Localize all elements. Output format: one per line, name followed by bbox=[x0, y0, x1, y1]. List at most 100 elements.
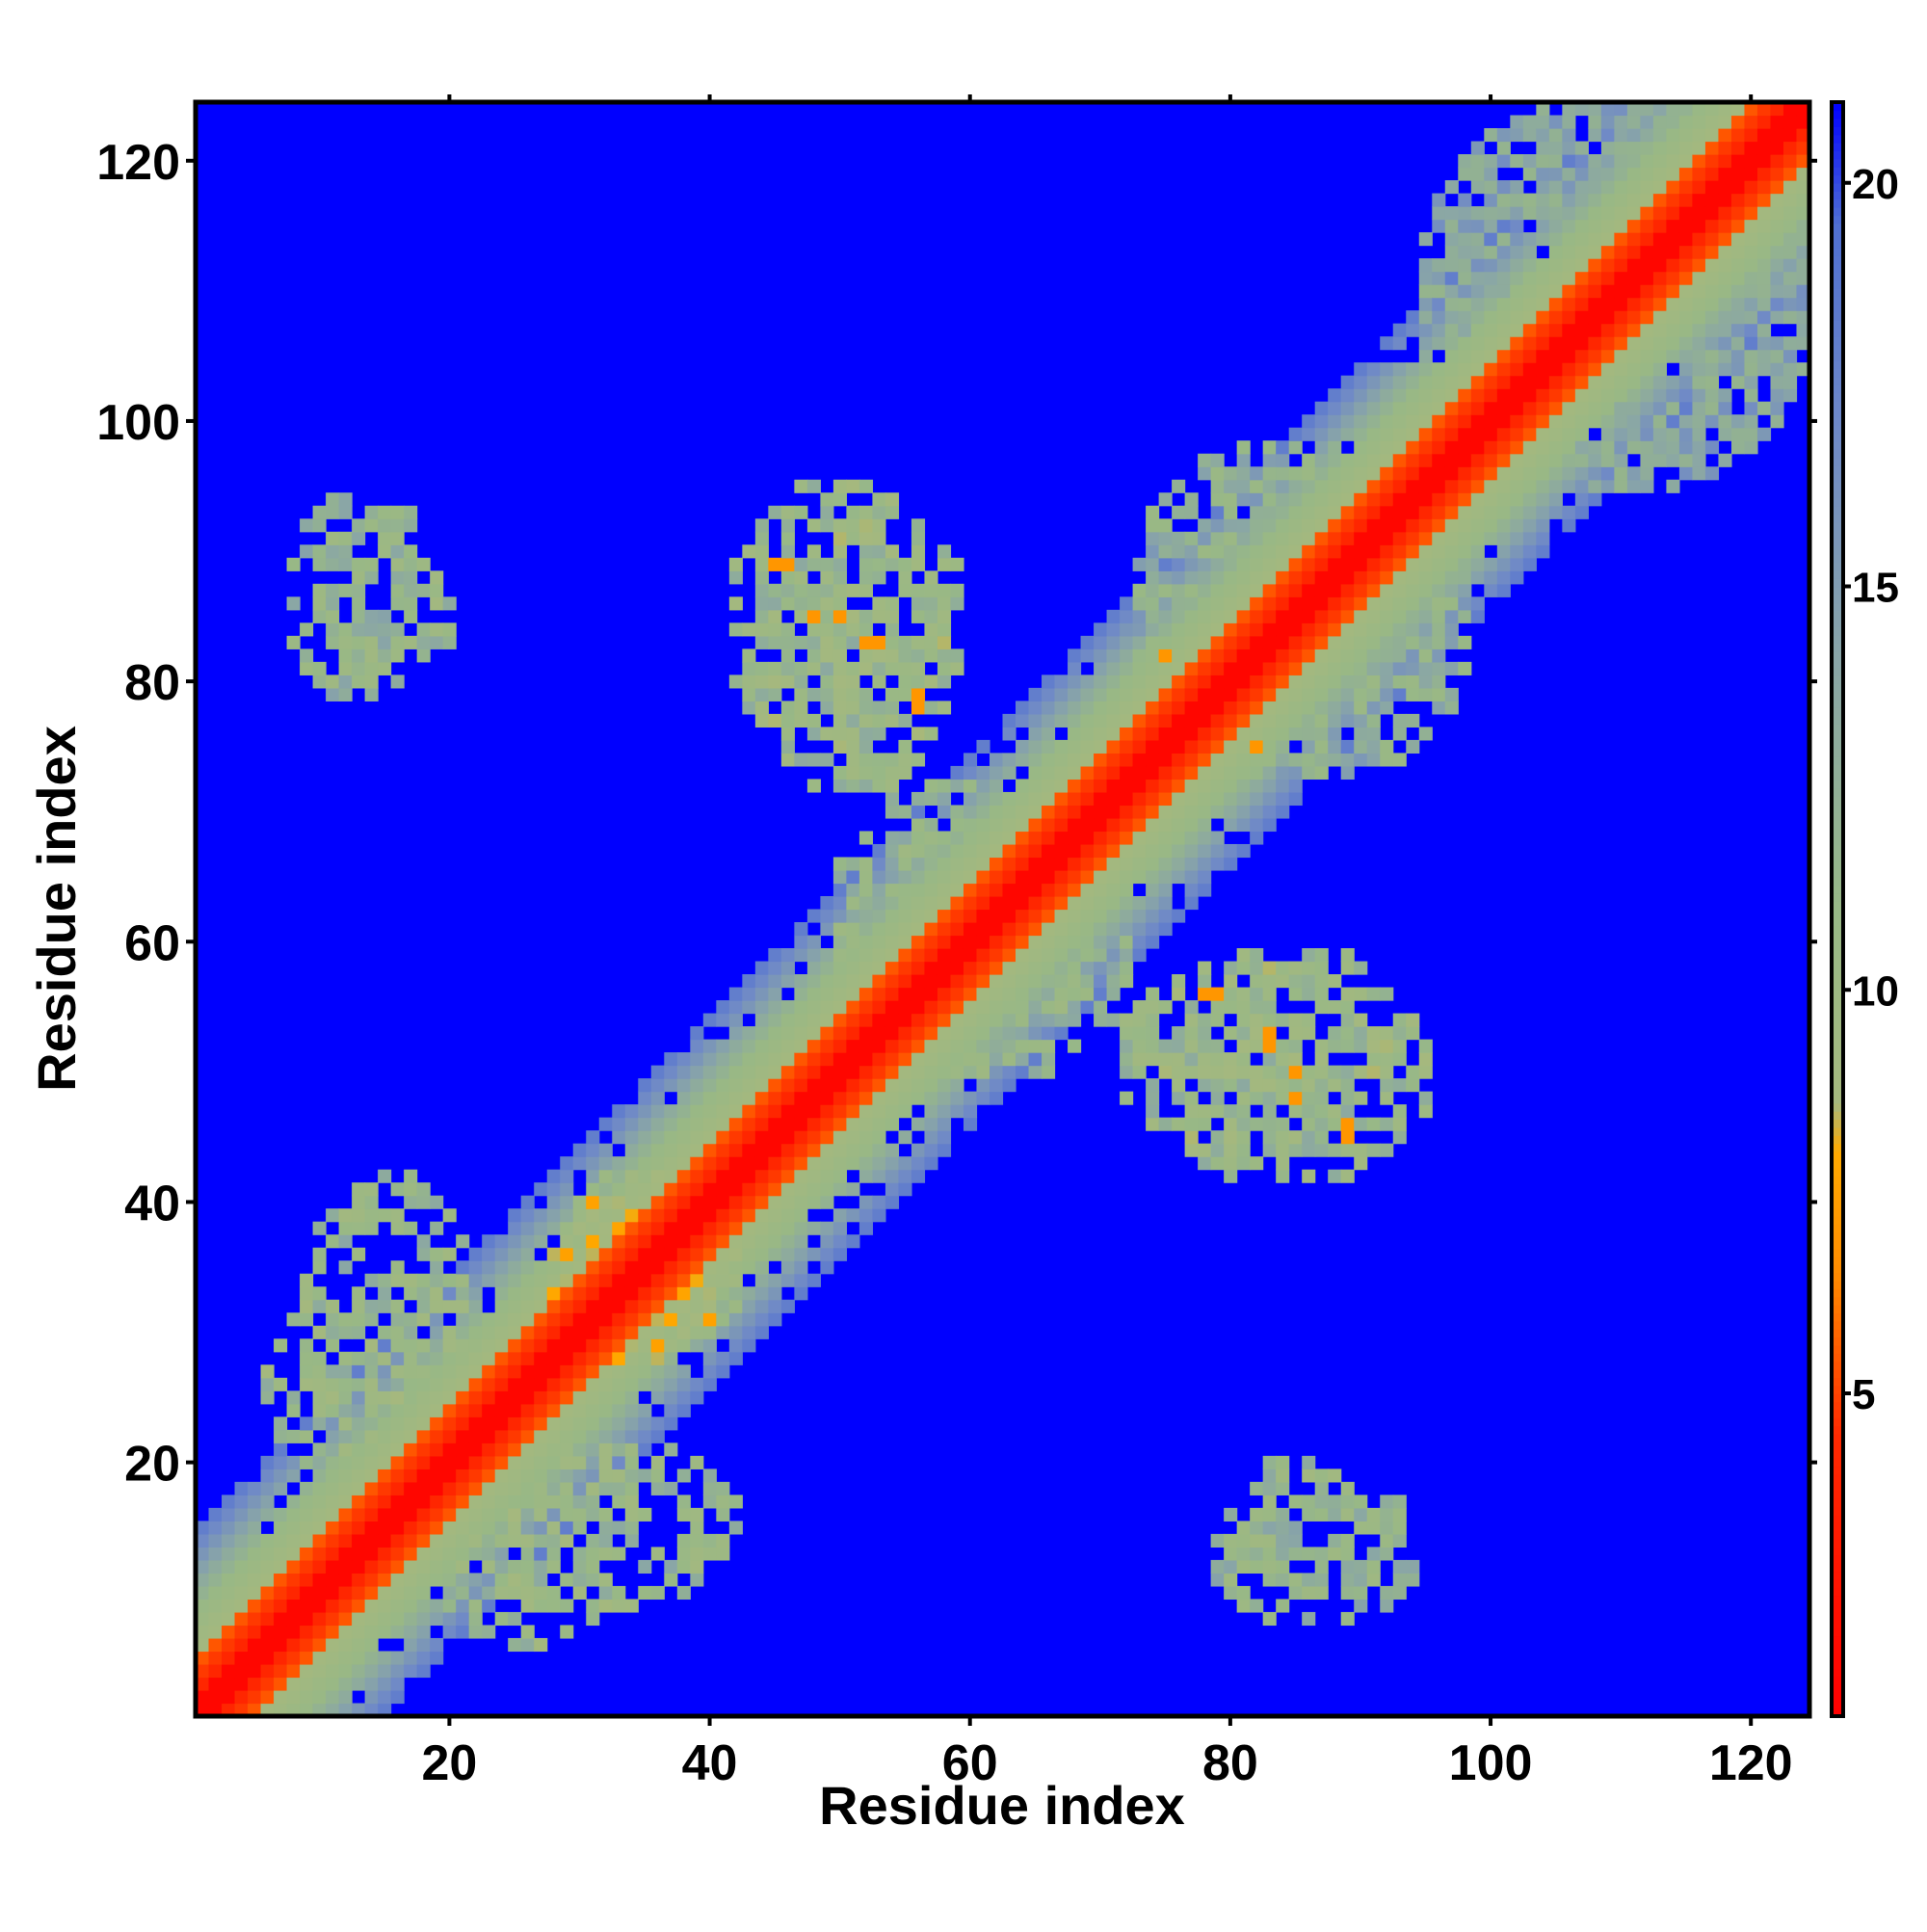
heatmap-cell bbox=[924, 961, 938, 975]
colorbar-segment bbox=[1832, 1183, 1843, 1193]
colorbar-segment bbox=[1832, 1595, 1843, 1604]
heatmap-cell bbox=[468, 1429, 483, 1443]
heatmap-cell bbox=[820, 922, 834, 937]
heatmap-cell bbox=[1470, 180, 1485, 195]
heatmap-cell bbox=[728, 1104, 743, 1119]
heatmap-cell bbox=[898, 1065, 912, 1079]
heatmap-cell bbox=[1600, 362, 1615, 377]
heatmap-cell bbox=[456, 1599, 470, 1613]
heatmap-cell bbox=[1600, 258, 1615, 273]
heatmap-cell bbox=[1314, 492, 1329, 507]
heatmap-cell bbox=[1132, 922, 1147, 937]
heatmap-cell bbox=[1250, 622, 1264, 637]
heatmap-cell bbox=[1354, 648, 1368, 663]
heatmap-cell bbox=[858, 505, 874, 519]
heatmap-cell bbox=[1458, 310, 1472, 325]
heatmap-cell bbox=[300, 1547, 314, 1561]
heatmap-cell bbox=[442, 1469, 457, 1483]
heatmap-cell bbox=[1288, 583, 1303, 597]
heatmap-cell bbox=[650, 1078, 665, 1093]
heatmap-cell bbox=[196, 1637, 210, 1653]
heatmap-cell bbox=[1796, 141, 1810, 155]
heatmap-cell bbox=[664, 1182, 678, 1197]
heatmap-cell bbox=[898, 570, 912, 585]
heatmap-cell bbox=[208, 1663, 223, 1679]
heatmap-cell bbox=[430, 1325, 444, 1339]
heatmap-cell bbox=[364, 1455, 379, 1469]
heatmap-cell bbox=[1574, 271, 1589, 285]
heatmap-cell bbox=[780, 948, 795, 963]
colorbar-segment bbox=[1832, 1045, 1843, 1056]
heatmap-cell bbox=[234, 1507, 249, 1522]
heatmap-cell bbox=[872, 531, 886, 545]
heatmap-cell bbox=[806, 635, 821, 649]
colorbar-segment bbox=[1832, 1522, 1843, 1532]
heatmap-cell bbox=[482, 1442, 496, 1457]
heatmap-cell bbox=[1600, 193, 1615, 207]
heatmap-cell bbox=[456, 1338, 470, 1353]
heatmap-cell bbox=[1692, 362, 1706, 377]
heatmap-cell bbox=[624, 1234, 639, 1249]
heatmap-cell bbox=[1016, 701, 1030, 715]
heatmap-cell bbox=[872, 570, 886, 585]
heatmap-cell bbox=[1146, 1104, 1160, 1119]
heatmap-cell bbox=[950, 596, 964, 611]
heatmap-cell bbox=[1458, 609, 1472, 623]
heatmap-cell bbox=[1666, 206, 1680, 221]
heatmap-cell bbox=[1432, 687, 1446, 701]
heatmap-cell bbox=[1796, 362, 1810, 377]
heatmap-cell bbox=[650, 1325, 665, 1339]
heatmap-cell bbox=[1718, 362, 1732, 377]
heatmap-cell bbox=[1106, 675, 1121, 689]
heatmap-cell bbox=[1458, 427, 1472, 441]
heatmap-cell bbox=[456, 1442, 470, 1457]
heatmap-cell bbox=[442, 1455, 457, 1469]
heatmap-cell bbox=[1704, 362, 1720, 377]
heatmap-cell bbox=[260, 1377, 275, 1391]
heatmap-cell bbox=[520, 1351, 535, 1365]
colorbar-segment bbox=[1832, 594, 1843, 604]
heatmap-cell bbox=[872, 909, 886, 923]
heatmap-cell bbox=[1080, 857, 1095, 871]
heatmap-cell bbox=[1536, 336, 1550, 351]
heatmap-cell bbox=[274, 1469, 288, 1483]
heatmap-cell bbox=[911, 791, 926, 807]
heatmap-cell bbox=[560, 1416, 574, 1431]
heatmap-cell bbox=[520, 1390, 535, 1405]
heatmap-cell bbox=[364, 635, 379, 649]
heatmap-cell bbox=[378, 1377, 392, 1391]
heatmap-cell bbox=[208, 1703, 223, 1717]
heatmap-cell bbox=[937, 675, 952, 689]
heatmap-cell bbox=[924, 987, 938, 1001]
heatmap-cell bbox=[1562, 115, 1576, 129]
heatmap-cell bbox=[1392, 727, 1407, 741]
heatmap-cell bbox=[1418, 557, 1433, 571]
heatmap-cell bbox=[598, 1208, 613, 1223]
heatmap-cell bbox=[872, 883, 886, 897]
heatmap-cell bbox=[872, 779, 886, 793]
heatmap-cell bbox=[1458, 505, 1472, 519]
heatmap-cell bbox=[598, 1585, 613, 1601]
heatmap-cell bbox=[728, 1312, 743, 1327]
heatmap-cell bbox=[1288, 753, 1303, 767]
heatmap-cell bbox=[1522, 375, 1537, 389]
colorbar-segment bbox=[1832, 852, 1843, 862]
heatmap-cell bbox=[274, 1585, 288, 1601]
colorbar-segment bbox=[1832, 658, 1843, 669]
heatmap-cell bbox=[1458, 193, 1472, 207]
heatmap-cell bbox=[260, 1599, 275, 1613]
heatmap-cell bbox=[846, 1130, 860, 1145]
heatmap-cell bbox=[416, 635, 431, 649]
heatmap-cell bbox=[1276, 675, 1290, 689]
heatmap-cell bbox=[286, 1663, 301, 1679]
heatmap-cell bbox=[534, 1637, 548, 1653]
heatmap-cell bbox=[1340, 1507, 1355, 1522]
heatmap-cell bbox=[612, 1403, 626, 1417]
colorbar-segment bbox=[1832, 409, 1843, 418]
heatmap-cell bbox=[676, 1533, 691, 1548]
heatmap-cell bbox=[1704, 284, 1720, 299]
heatmap-cell bbox=[572, 1286, 587, 1301]
heatmap-cell bbox=[1210, 727, 1225, 741]
heatmap-cell bbox=[586, 1325, 600, 1339]
heatmap-cell bbox=[989, 791, 1004, 807]
